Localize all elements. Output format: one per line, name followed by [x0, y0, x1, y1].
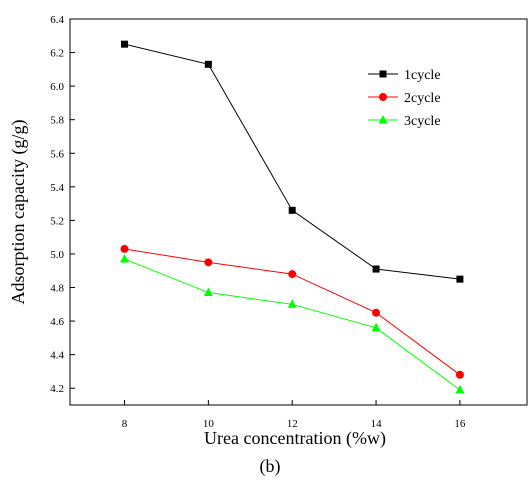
legend-marker — [378, 115, 388, 124]
y-tick-label: 5.2 — [50, 215, 64, 227]
y-tick-label: 5.0 — [50, 249, 64, 261]
x-tick-label: 8 — [122, 418, 128, 430]
y-tick-label: 5.8 — [50, 115, 64, 127]
data-point — [204, 258, 213, 267]
plot-frame — [69, 18, 528, 406]
series-line — [124, 258, 461, 391]
legend-label: 2cycle — [404, 91, 441, 106]
y-tick-label: 5.6 — [50, 148, 64, 160]
y-tick-label: 4.6 — [50, 316, 64, 328]
legend-item-2cycle: 2cycle — [368, 91, 441, 106]
data-point — [120, 244, 129, 253]
data-point — [455, 384, 465, 394]
legend: 1cycle 2cycle 3cycle — [368, 68, 441, 129]
data-point — [372, 265, 380, 273]
series-2cycle — [120, 244, 464, 379]
series-1cycle — [121, 40, 464, 283]
legend-marker — [379, 93, 387, 101]
data-point — [372, 308, 381, 317]
legend-item-1cycle: 1cycle — [368, 68, 441, 83]
legend-marker — [379, 70, 387, 78]
x-tick-label: 14 — [371, 418, 383, 430]
series-line — [124, 248, 461, 376]
data-point — [288, 206, 296, 214]
y-tick-label: 4.8 — [50, 283, 64, 295]
data-point — [203, 287, 213, 297]
y-axis-title: Adsorption capacity (g/g) — [8, 120, 29, 305]
legend-label: 3cycle — [404, 114, 441, 129]
data-point — [455, 370, 464, 379]
data-point — [371, 322, 381, 332]
y-tick-label: 6.2 — [50, 48, 64, 60]
data-point — [456, 275, 464, 283]
legend-item-3cycle: 3cycle — [368, 114, 441, 129]
data-point — [121, 40, 129, 48]
x-tick-label: 12 — [287, 418, 298, 430]
y-tick-label: 4.4 — [50, 350, 64, 362]
y-tick-label: 6.4 — [50, 14, 64, 26]
data-point — [287, 299, 297, 308]
data-point — [204, 60, 212, 68]
legend-label: 1cycle — [404, 68, 441, 83]
x-tick-label: 10 — [203, 418, 215, 430]
y-tick-label: 4.2 — [50, 383, 64, 395]
y-tick-label: 5.4 — [50, 182, 64, 194]
y-tick-label: 6.0 — [50, 81, 64, 93]
data-point — [288, 270, 297, 279]
data-point — [120, 253, 130, 263]
x-axis-title: Urea concentration (%w) — [204, 428, 386, 449]
series-3cycle — [120, 253, 465, 394]
figure-caption: (b) — [260, 456, 281, 477]
x-tick-label: 16 — [454, 418, 466, 430]
